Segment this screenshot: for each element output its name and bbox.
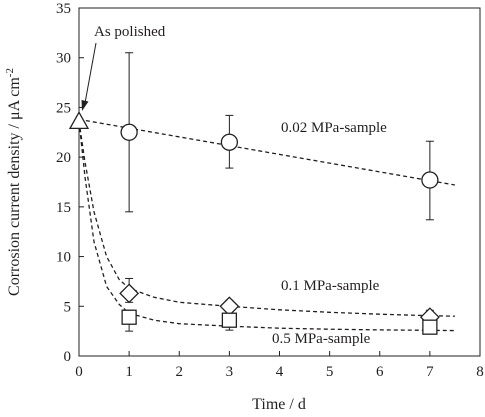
data-point-square <box>422 319 438 335</box>
y-tick-label: 20 <box>56 150 71 166</box>
x-axis-title: Time / d <box>252 396 306 413</box>
as-polished-triangle-point <box>68 111 90 129</box>
x-tick-label: 2 <box>176 364 184 380</box>
trend-lines <box>78 118 456 332</box>
x-tick-label: 6 <box>376 364 384 380</box>
y-tick-label: 30 <box>56 51 71 67</box>
y-tick-label: 15 <box>56 200 71 216</box>
x-tick-label: 0 <box>75 364 83 380</box>
trend-line-series-1 <box>78 121 455 317</box>
y-tick-label: 0 <box>64 349 72 365</box>
x-tick-label: 4 <box>276 364 284 380</box>
x-tick-label: 1 <box>125 364 133 380</box>
trend-line-series-0 <box>78 118 456 186</box>
x-axis-ticks: 0 1 2 3 4 5 6 7 8 <box>75 351 484 380</box>
error-bars <box>125 52 434 334</box>
series-label-0-02-mpa: 0.02 MPa-sample <box>281 120 387 136</box>
y-tick-label: 35 <box>56 1 71 17</box>
data-point-diamond <box>119 283 140 304</box>
data-point-square <box>221 312 238 328</box>
data-point-circle <box>220 133 239 151</box>
y-axis-title: Corrosion current density / μA cm-2 <box>4 68 23 296</box>
y-axis-title-main: Corrosion current density / μA cm <box>6 77 23 296</box>
y-axis-ticks: 0 5 10 15 20 25 30 35 <box>56 1 84 365</box>
trend-line-series-2 <box>78 121 455 332</box>
data-point-circle <box>120 123 138 141</box>
x-tick-label: 3 <box>226 364 234 380</box>
plot-frame <box>78 7 481 357</box>
x-tick-label: 5 <box>326 364 334 380</box>
y-tick-label: 5 <box>64 299 72 315</box>
x-tick-label: 8 <box>476 364 484 380</box>
data-point-circle <box>421 171 439 189</box>
y-axis-title-superscript: -2 <box>4 68 16 77</box>
as-polished-label: As polished <box>94 24 166 40</box>
as-polished-arrow-head <box>81 100 89 111</box>
as-polished-arrow-shaft <box>84 42 97 104</box>
data-point-square <box>121 309 137 325</box>
series-label-0-5-mpa: 0.5 MPa-sample <box>272 331 371 347</box>
y-tick-label: 10 <box>56 250 71 266</box>
series-label-0-1-mpa: 0.1 MPa-sample <box>281 278 380 294</box>
y-tick-label: 25 <box>56 100 71 116</box>
data-markers <box>68 111 440 335</box>
x-tick-label: 7 <box>426 364 434 380</box>
